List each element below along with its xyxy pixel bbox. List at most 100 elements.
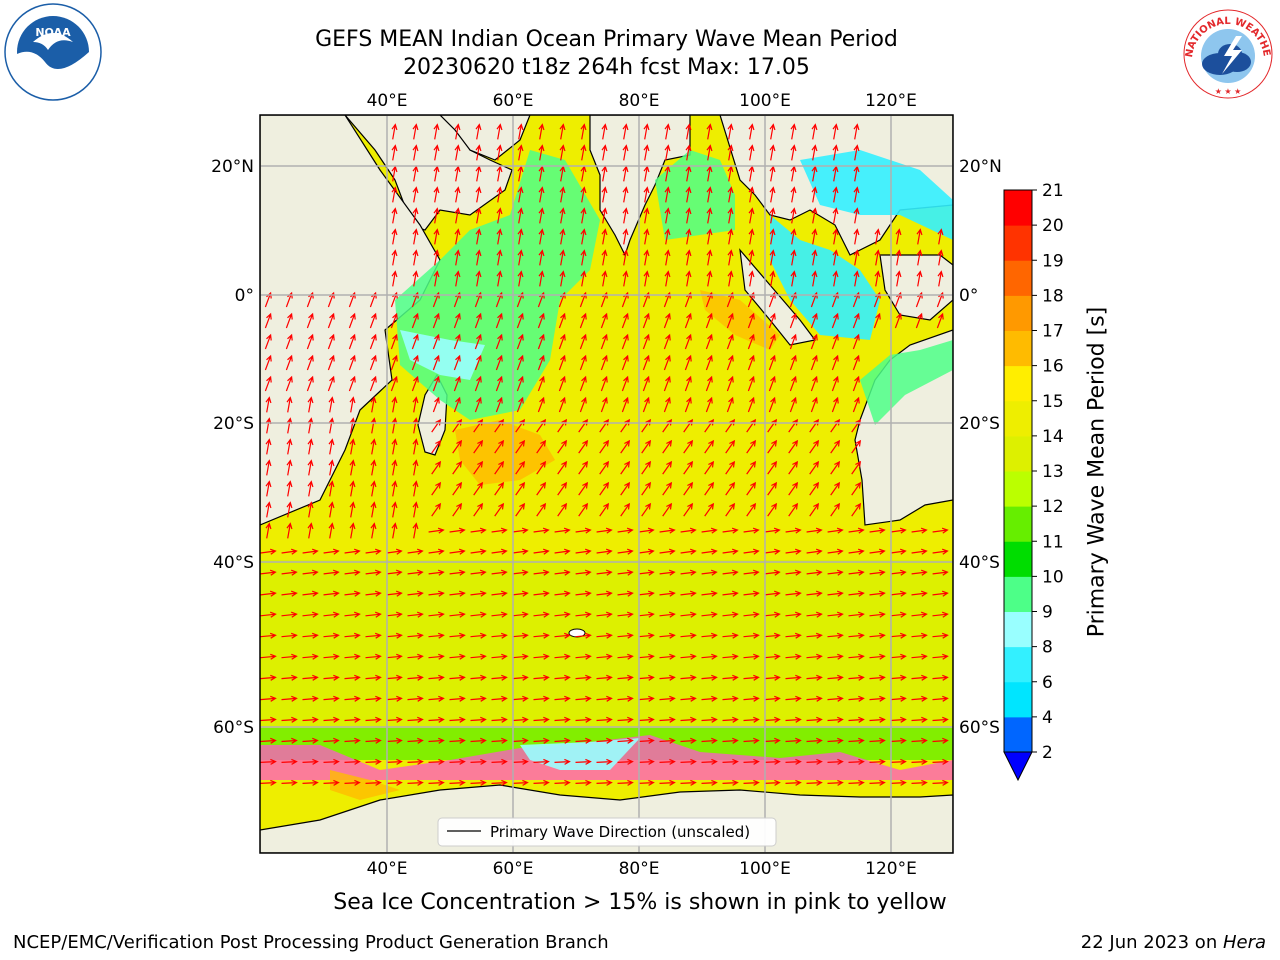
wave-direction-arrow <box>575 779 592 786</box>
wave-direction-arrow <box>743 716 760 723</box>
wave-direction-arrow <box>706 249 713 266</box>
wave-direction-arrow <box>538 186 545 203</box>
wave-direction-arrow <box>596 758 613 765</box>
wave-direction-arrow <box>579 396 587 413</box>
colorbar-tick-label: 18 <box>1042 286 1064 306</box>
wave-direction-arrow <box>727 186 734 203</box>
lon-tick-label: 40°E <box>367 859 408 879</box>
wave-direction-arrow <box>769 144 776 161</box>
wave-direction-arrow <box>638 737 655 744</box>
wave-direction-arrow <box>470 569 487 576</box>
wave-direction-arrow <box>664 228 671 245</box>
wave-direction-arrow <box>706 186 713 203</box>
wave-direction-arrow <box>617 548 634 555</box>
wave-direction-arrow <box>915 312 923 329</box>
wave-direction-arrow <box>515 439 526 454</box>
wave-direction-arrow <box>391 438 398 455</box>
wave-direction-arrow <box>722 611 739 618</box>
wave-direction-arrow <box>685 144 692 161</box>
wave-direction-arrow <box>663 396 671 413</box>
colorbar-segment <box>1004 611 1032 648</box>
wave-direction-arrow <box>743 527 760 534</box>
wave-direction-arrow <box>512 569 529 576</box>
wave-direction-arrow <box>470 548 487 555</box>
wave-direction-arrow <box>365 674 382 681</box>
wave-direction-arrow <box>831 354 839 371</box>
wave-direction-arrow <box>827 695 844 702</box>
wave-direction-arrow <box>683 460 694 475</box>
wave-direction-arrow <box>662 502 673 517</box>
wave-direction-arrow <box>832 207 839 224</box>
wave-direction-arrow <box>722 716 739 723</box>
wave-direction-arrow <box>265 396 272 413</box>
wave-direction-arrow <box>785 653 802 660</box>
wave-direction-arrow <box>348 354 356 371</box>
wave-direction-arrow <box>811 228 818 245</box>
wave-direction-arrow <box>785 611 802 618</box>
wave-direction-arrow <box>704 481 715 496</box>
wave-direction-arrow <box>433 186 440 203</box>
wave-direction-arrow <box>554 632 571 639</box>
wave-direction-arrow <box>260 716 277 723</box>
wave-direction-arrow <box>764 716 781 723</box>
wave-direction-arrow <box>722 758 739 765</box>
wave-direction-arrow <box>705 333 713 350</box>
southern-ocean-field <box>260 560 953 730</box>
legend-label: Primary Wave Direction (unscaled) <box>490 823 750 841</box>
wave-direction-arrow <box>349 438 356 455</box>
wave-direction-arrow <box>306 333 314 350</box>
wave-direction-arrow <box>407 695 424 702</box>
wave-direction-arrow <box>533 632 550 639</box>
wave-direction-arrow <box>281 758 298 765</box>
wave-direction-arrow <box>579 312 587 329</box>
sea-ice-caption: Sea Ice Concentration > 15% is shown in … <box>333 890 947 915</box>
wave-direction-arrow <box>853 186 860 203</box>
wave-direction-arrow <box>512 758 529 765</box>
wave-direction-arrow <box>596 548 613 555</box>
wave-direction-arrow <box>496 207 503 224</box>
wave-direction-arrow <box>491 527 508 534</box>
colorbar-segment <box>1004 506 1032 542</box>
wave-direction-arrow <box>664 207 671 224</box>
wave-direction-arrow <box>811 186 818 203</box>
wave-direction-arrow <box>722 653 739 660</box>
wave-direction-arrow <box>449 716 466 723</box>
wave-direction-arrow <box>433 144 440 161</box>
wave-direction-arrow <box>407 590 424 597</box>
wave-direction-arrow <box>806 779 823 786</box>
wave-direction-arrow <box>680 632 697 639</box>
wave-direction-arrow <box>641 460 652 475</box>
wave-direction-arrow <box>390 333 398 350</box>
lon-tick-label: 120°E <box>865 91 917 111</box>
wave-direction-arrow <box>512 632 529 639</box>
lat-tick-label: 20°S <box>213 414 254 434</box>
wave-direction-arrow <box>580 123 587 140</box>
colorbar-tick-label: 6 <box>1042 673 1053 693</box>
wave-direction-arrow <box>452 439 463 454</box>
wave-direction-arrow <box>701 716 718 723</box>
wave-direction-arrow <box>559 123 566 140</box>
wave-direction-arrow <box>512 716 529 723</box>
wave-direction-arrow <box>558 354 566 371</box>
colorbar-tick-label: 17 <box>1042 322 1064 342</box>
wave-direction-arrow <box>685 186 692 203</box>
wave-direction-arrow <box>428 590 445 597</box>
wave-direction-arrow <box>743 653 760 660</box>
wave-direction-arrow <box>557 502 568 517</box>
wave-direction-arrow <box>407 548 424 555</box>
wave-direction-arrow <box>622 249 629 266</box>
wave-direction-arrow <box>475 123 482 140</box>
wave-direction-arrow <box>306 354 314 371</box>
wave-direction-arrow <box>474 354 482 371</box>
wave-direction-arrow <box>809 439 820 454</box>
wave-direction-arrow <box>370 396 377 413</box>
wave-direction-arrow <box>832 228 839 245</box>
wave-direction-arrow <box>748 249 755 266</box>
wave-direction-arrow <box>559 186 566 203</box>
wave-direction-arrow <box>411 333 419 350</box>
wave-direction-arrow <box>344 653 361 660</box>
wave-direction-arrow <box>638 716 655 723</box>
wave-direction-arrow <box>432 396 440 413</box>
wave-direction-arrow <box>281 737 298 744</box>
wave-direction-arrow <box>475 186 482 203</box>
